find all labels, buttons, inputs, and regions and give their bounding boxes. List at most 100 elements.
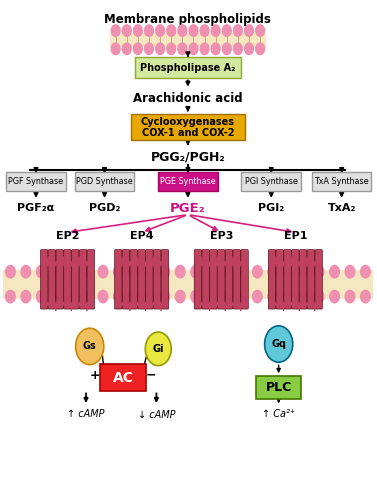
Circle shape — [237, 266, 247, 278]
Circle shape — [345, 266, 355, 278]
Circle shape — [360, 266, 370, 278]
Circle shape — [299, 266, 308, 278]
Text: TxA Synthase: TxA Synthase — [314, 177, 369, 186]
Circle shape — [237, 290, 247, 303]
Circle shape — [268, 290, 277, 303]
Circle shape — [83, 290, 92, 303]
Text: Gq: Gq — [271, 339, 286, 349]
FancyBboxPatch shape — [241, 172, 301, 191]
Circle shape — [178, 43, 187, 54]
FancyBboxPatch shape — [225, 250, 233, 309]
Circle shape — [145, 332, 171, 366]
Text: PGF Synthase: PGF Synthase — [8, 177, 64, 186]
Circle shape — [284, 290, 293, 303]
Circle shape — [253, 266, 262, 278]
Circle shape — [144, 25, 153, 36]
FancyBboxPatch shape — [6, 172, 66, 191]
Text: EP1: EP1 — [284, 231, 307, 241]
Circle shape — [314, 266, 324, 278]
FancyBboxPatch shape — [256, 375, 301, 399]
Text: PGI₂: PGI₂ — [258, 203, 284, 214]
Circle shape — [83, 266, 92, 278]
Text: PGI Synthase: PGI Synthase — [245, 177, 298, 186]
Circle shape — [189, 25, 198, 36]
FancyBboxPatch shape — [158, 172, 218, 191]
Circle shape — [133, 25, 143, 36]
Circle shape — [111, 43, 120, 54]
Text: ↓ cAMP: ↓ cAMP — [138, 410, 175, 419]
FancyBboxPatch shape — [79, 250, 87, 309]
Circle shape — [76, 328, 104, 365]
Text: PGD Synthase: PGD Synthase — [76, 177, 133, 186]
Circle shape — [6, 290, 15, 303]
Circle shape — [256, 25, 265, 36]
FancyBboxPatch shape — [292, 250, 299, 309]
Circle shape — [222, 25, 231, 36]
Circle shape — [256, 43, 265, 54]
Circle shape — [167, 43, 176, 54]
Text: AC: AC — [113, 371, 133, 385]
Text: PLC: PLC — [265, 381, 292, 394]
FancyBboxPatch shape — [315, 250, 322, 309]
FancyBboxPatch shape — [153, 250, 161, 309]
FancyBboxPatch shape — [268, 250, 276, 309]
FancyBboxPatch shape — [284, 250, 291, 309]
Circle shape — [129, 266, 139, 278]
FancyBboxPatch shape — [75, 172, 134, 191]
Circle shape — [222, 43, 231, 54]
Circle shape — [160, 290, 170, 303]
Circle shape — [178, 25, 187, 36]
Circle shape — [21, 290, 31, 303]
Circle shape — [111, 25, 120, 36]
Circle shape — [284, 266, 293, 278]
Circle shape — [156, 25, 164, 36]
Circle shape — [265, 326, 293, 362]
Circle shape — [360, 290, 370, 303]
FancyBboxPatch shape — [138, 250, 145, 309]
FancyBboxPatch shape — [110, 33, 266, 47]
Text: PGG₂/PGH₂: PGG₂/PGH₂ — [150, 151, 225, 163]
FancyBboxPatch shape — [299, 250, 307, 309]
FancyBboxPatch shape — [115, 250, 122, 309]
Text: Cyclooxygenases
COX-1 and COX-2: Cyclooxygenases COX-1 and COX-2 — [141, 117, 235, 138]
Circle shape — [144, 290, 154, 303]
Circle shape — [211, 43, 220, 54]
Circle shape — [345, 290, 355, 303]
Text: +: + — [90, 369, 101, 382]
Circle shape — [206, 266, 216, 278]
Text: ↑ Ca²⁺: ↑ Ca²⁺ — [262, 410, 295, 419]
FancyBboxPatch shape — [312, 172, 371, 191]
FancyBboxPatch shape — [48, 250, 56, 309]
Circle shape — [144, 266, 154, 278]
Circle shape — [67, 290, 77, 303]
FancyBboxPatch shape — [202, 250, 209, 309]
FancyBboxPatch shape — [87, 250, 95, 309]
Text: Membrane phospholipids: Membrane phospholipids — [104, 13, 271, 26]
Circle shape — [122, 25, 131, 36]
Circle shape — [191, 290, 201, 303]
FancyBboxPatch shape — [210, 250, 217, 309]
FancyBboxPatch shape — [218, 250, 225, 309]
Circle shape — [21, 266, 31, 278]
Circle shape — [268, 266, 277, 278]
FancyBboxPatch shape — [3, 270, 373, 298]
Text: PGE Synthase: PGE Synthase — [160, 177, 216, 186]
Circle shape — [222, 266, 231, 278]
FancyBboxPatch shape — [307, 250, 314, 309]
Text: Phospholipase A₂: Phospholipase A₂ — [140, 63, 236, 72]
FancyBboxPatch shape — [40, 250, 48, 309]
Text: Gs: Gs — [83, 341, 97, 351]
FancyBboxPatch shape — [100, 364, 146, 391]
Text: EP4: EP4 — [130, 231, 153, 241]
Circle shape — [52, 266, 61, 278]
Circle shape — [253, 290, 262, 303]
FancyBboxPatch shape — [64, 250, 71, 309]
Circle shape — [133, 43, 143, 54]
FancyBboxPatch shape — [56, 250, 63, 309]
Circle shape — [211, 25, 220, 36]
FancyBboxPatch shape — [130, 250, 138, 309]
FancyBboxPatch shape — [131, 115, 245, 140]
Circle shape — [167, 25, 176, 36]
Text: PGD₂: PGD₂ — [89, 203, 120, 214]
Circle shape — [175, 266, 185, 278]
